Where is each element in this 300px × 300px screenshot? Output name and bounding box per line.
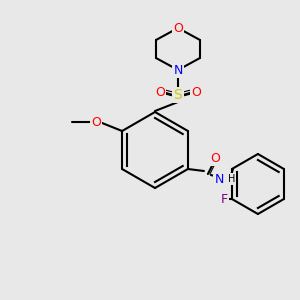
Text: O: O [91, 116, 101, 128]
Text: O: O [210, 152, 220, 164]
Text: N: N [173, 64, 183, 76]
Text: O: O [173, 22, 183, 34]
Text: H: H [228, 174, 235, 184]
Text: O: O [191, 86, 201, 100]
Text: F: F [220, 193, 227, 206]
Text: S: S [174, 88, 182, 102]
Text: N: N [214, 172, 224, 185]
Text: O: O [155, 86, 165, 100]
